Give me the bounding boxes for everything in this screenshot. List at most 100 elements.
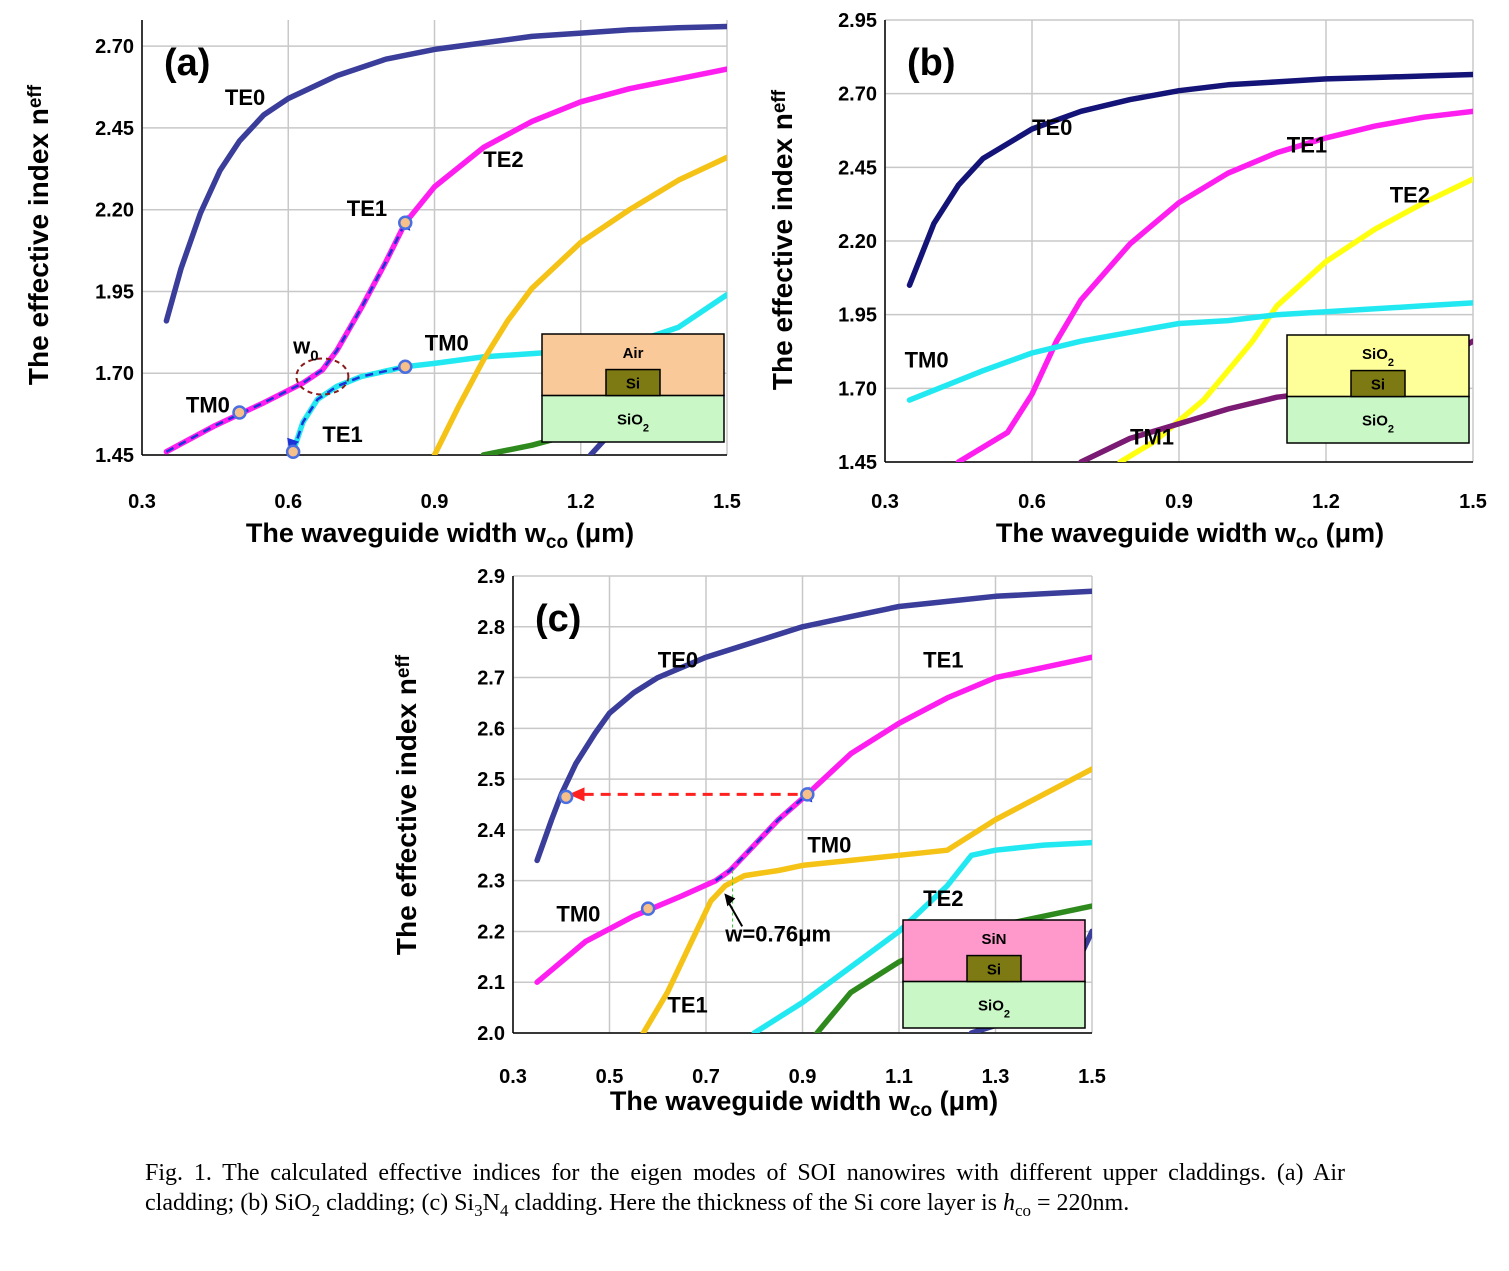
inset-top-label: SiO2	[1362, 346, 1394, 369]
waveguide-inset: Air Si SiO2	[541, 333, 725, 443]
series-line-te2-4	[751, 839, 1092, 1033]
curve-label: TM0	[807, 833, 851, 858]
curve-label: TE2	[483, 147, 523, 172]
chart-panel-c: 0.3 0.5 0.7 0.9 1.1 1.3 1.5 2.0 2.1 2.2 2.3 2.4 2.5 2…	[391, 566, 1106, 1121]
x-tick-label: 0.6	[274, 491, 302, 513]
panel-label: (a)	[164, 42, 210, 84]
dashed-path-tm0-to-te1	[714, 793, 809, 882]
x-axis-title: The waveguide width wco (μm)	[610, 1086, 998, 1121]
dashed-path-tm0-to-te1	[165, 222, 407, 453]
data-marker	[800, 787, 815, 802]
y-tick-label: 1.45	[838, 452, 877, 474]
series-line-te1-2	[402, 66, 727, 226]
inset-si-core	[605, 368, 661, 397]
curve-label: TE1	[923, 647, 963, 672]
data-marker	[640, 901, 656, 916]
y-tick-label: 2.8	[477, 617, 505, 639]
x-tick-label: 0.3	[499, 1066, 527, 1088]
x-axis-title: The waveguide width wco (μm)	[996, 518, 1384, 553]
y-tick-label: 2.0	[477, 1023, 505, 1045]
x-tick-label: 0.9	[1165, 491, 1193, 513]
series-line-te0-0	[906, 71, 1473, 288]
x-tick-label: 1.5	[1459, 491, 1487, 513]
y-axis-title: The effective index neff	[767, 89, 798, 390]
curve-label: TM0	[186, 392, 230, 417]
x-tick-label: 0.5	[596, 1066, 624, 1088]
y-tick-label: 2.70	[95, 36, 134, 58]
x-tick-label: 1.2	[1312, 491, 1340, 513]
arrowhead-red	[568, 787, 585, 802]
inset-top-label: SiN	[981, 931, 1006, 948]
inset-substrate	[1286, 395, 1470, 444]
x-tick-label: 1.2	[567, 491, 595, 513]
inset-bottom-label: SiO2	[1362, 413, 1394, 436]
curve-label: TM0	[556, 901, 600, 926]
curve-label: TE0	[225, 85, 265, 110]
y-axis-title: The effective index neff	[391, 654, 422, 955]
inset-core-label: Si	[1371, 377, 1385, 394]
data-marker	[558, 789, 574, 805]
series-line-te0-0	[163, 23, 727, 324]
x-tick-label: 0.7	[692, 1066, 720, 1088]
series-group	[163, 23, 727, 455]
crossing-ellipse	[295, 357, 350, 396]
x-tick-label: 0.3	[871, 491, 899, 513]
y-tick-label: 2.4	[477, 820, 506, 842]
inset-core-label: Si	[626, 376, 640, 393]
y-axis-title: The effective index neff	[23, 84, 54, 385]
y-tick-label: 2.6	[477, 718, 505, 740]
y-tick-label: 2.1	[477, 972, 505, 994]
curve-label: TE0	[658, 647, 698, 672]
y-tick-label: 1.95	[95, 281, 134, 303]
y-tick-label: 2.70	[838, 84, 877, 106]
inset-top-label: Air	[623, 345, 644, 362]
y-tick-label: 1.45	[95, 445, 134, 467]
curve-label: TE2	[923, 886, 963, 911]
y-tick-label: 1.70	[95, 363, 134, 385]
data-marker	[285, 444, 301, 459]
inset-core-label: Si	[987, 962, 1001, 979]
y-tick-label: 2.5	[477, 769, 505, 791]
y-tick-label: 2.20	[838, 231, 877, 253]
curve-label: TM0	[425, 330, 469, 355]
curve-label: w=0.76μm	[724, 922, 831, 947]
y-tick-label: 2.3	[477, 871, 505, 893]
series-line-te1-3	[640, 766, 1092, 1033]
x-tick-label: 0.9	[421, 491, 449, 513]
series-line-tm0-1	[534, 791, 811, 985]
data-marker	[398, 359, 413, 374]
x-tick-label: 0.3	[128, 491, 156, 513]
curve-label: TE0	[1032, 115, 1072, 140]
x-tick-label: 1.5	[1078, 1066, 1106, 1088]
data-marker	[232, 405, 247, 420]
waveguide-inset: SiN Si SiO2	[902, 919, 1086, 1029]
x-tick-label: 0.6	[1018, 491, 1046, 513]
inset-si-core	[1350, 369, 1406, 398]
curve-label: TE1	[347, 196, 387, 221]
chart-panel-b: 0.3 0.6 0.9 1.2 1.5 1.45 1.70 1.95 2.20 2.45 2.70 2…	[767, 10, 1487, 553]
y-tick-label: 2.45	[95, 118, 134, 140]
curve-label: TE1	[1287, 133, 1327, 158]
series-line-te1-2	[804, 654, 1092, 798]
series-line-tm0-3	[906, 300, 1473, 403]
inset-substrate	[902, 980, 1086, 1029]
y-tick-label: 2.95	[838, 10, 877, 32]
annotation-arrowhead	[724, 893, 736, 907]
inset-si-core	[966, 954, 1022, 983]
chart-panel-a: 0.3 0.6 0.9 1.2 1.5 1.45 1.70 1.95 2.20 2.45 2.70 T…	[23, 20, 741, 553]
x-axis-title: The waveguide width wco (μm)	[246, 518, 634, 553]
y-tick-label: 1.95	[838, 305, 877, 327]
y-tick-label: 2.9	[477, 566, 505, 588]
inset-bottom-label: SiO2	[978, 998, 1010, 1021]
x-tick-label: 1.1	[885, 1066, 913, 1088]
y-tick-label: 2.2	[477, 921, 505, 943]
x-tick-label: 1.3	[982, 1066, 1010, 1088]
curve-label: TM1	[1130, 424, 1174, 449]
figure-caption: Fig. 1. The calculated effective indices…	[145, 1160, 1345, 1220]
series-line-te1-1	[955, 108, 1473, 462]
series-line-te0-0	[534, 588, 1092, 864]
y-tick-label: 2.20	[95, 200, 134, 222]
y-tick-label: 1.70	[838, 378, 877, 400]
series-line-te2-2	[1117, 176, 1473, 462]
waveguide-inset: SiO2 Si SiO2	[1286, 334, 1470, 444]
